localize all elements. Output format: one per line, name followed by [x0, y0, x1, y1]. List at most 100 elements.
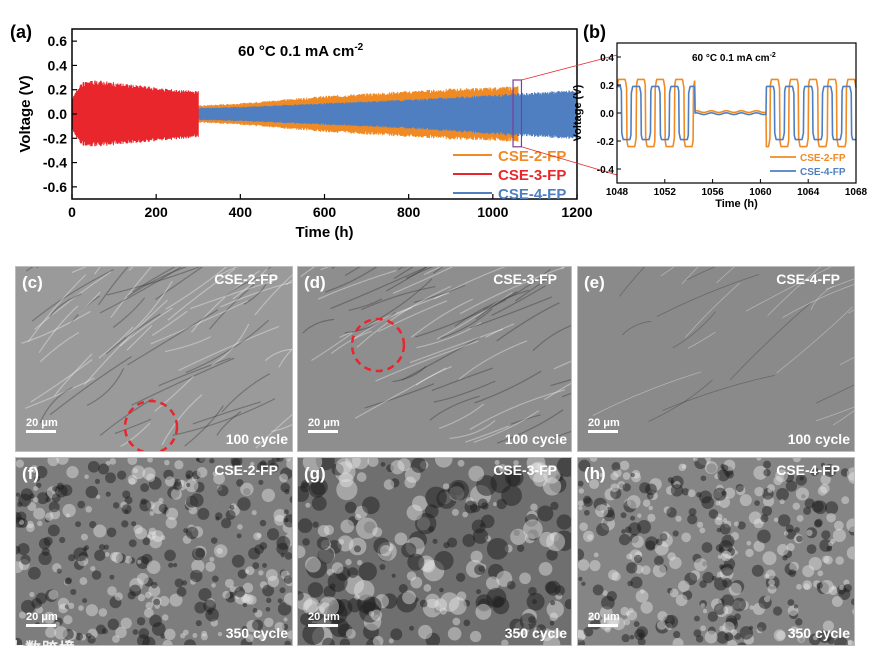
sem-grain [142, 467, 156, 481]
sem-grain [414, 597, 419, 602]
sem-ridge [782, 283, 854, 318]
sem-ridge [127, 309, 219, 366]
sem-ridge [474, 370, 542, 404]
sem-grain [549, 620, 555, 626]
sem-grain [163, 469, 174, 481]
sem-ridge [364, 383, 435, 409]
series-cse-4-fp [617, 85, 856, 141]
sem-grain [344, 574, 365, 595]
sem-grain [735, 483, 744, 493]
sem-grain [666, 507, 677, 518]
sem-grain [635, 589, 649, 603]
sem-ridge [27, 274, 87, 343]
sem-grain [806, 527, 818, 539]
sem-grain [789, 610, 799, 620]
sem-grain [641, 565, 651, 575]
sem-grain [87, 460, 100, 473]
sem-grain [94, 549, 106, 562]
sem-background [298, 267, 571, 451]
sem-ridge [300, 267, 316, 278]
sem-grain [80, 533, 88, 541]
sem-grain [833, 520, 844, 531]
sem-grain [457, 459, 465, 467]
sem-ridge [220, 281, 292, 308]
sem-grain [702, 608, 708, 614]
sem-grain [544, 581, 557, 594]
sem-grain [412, 495, 428, 512]
sem-ridge [49, 356, 133, 416]
sem-ridge [459, 267, 565, 315]
sem-grain [201, 630, 208, 637]
sem-grain [222, 590, 231, 599]
sem-grain [226, 592, 234, 599]
sem-grain [85, 485, 98, 499]
sem-grain [379, 564, 386, 571]
sem-grain [775, 469, 788, 483]
sem-grain [717, 554, 722, 559]
sem-grain [148, 527, 157, 536]
sem-ridge [178, 325, 280, 372]
sem-grain [687, 514, 698, 525]
x-tick-label: 400 [229, 204, 253, 220]
sem-grain [174, 578, 184, 588]
sem-grain [281, 623, 289, 631]
sem-grain [748, 511, 762, 525]
sem-grain [848, 526, 854, 536]
sem-grain [66, 466, 79, 479]
sem-grain [185, 496, 198, 508]
sem-grain [657, 610, 668, 622]
sem-grain [35, 482, 42, 488]
sem-grain [276, 542, 289, 555]
sem-grain [746, 540, 752, 546]
sem-grain [258, 479, 264, 485]
sem-grain [64, 604, 70, 609]
sem-grain [165, 517, 177, 529]
sem-ridge [192, 401, 261, 425]
sem-grain [639, 482, 651, 494]
sem-ridge [656, 273, 760, 317]
sem-grain [718, 540, 733, 554]
zoom-box [512, 79, 523, 148]
sem-grain [678, 463, 686, 472]
sem-grain [448, 597, 467, 615]
sem-grain [831, 595, 843, 607]
sem-grain [98, 544, 106, 551]
sem-grain [85, 604, 98, 617]
sem-grain [406, 504, 423, 521]
sample-label: CSE-3-FP [493, 271, 557, 287]
sem-grain [105, 472, 116, 484]
chart-title: 60 °C 0.1 mA cm-2 [238, 42, 364, 60]
sem-grain [146, 473, 155, 483]
sem-grain [715, 500, 721, 506]
sem-grain [266, 597, 272, 604]
sem-grain [749, 605, 754, 610]
sem-grain [549, 612, 559, 621]
sem-ridge [150, 300, 249, 345]
sem-grain [704, 461, 718, 474]
sem-grain [501, 639, 509, 645]
sem-grain [551, 629, 561, 639]
sem-grain [589, 479, 600, 490]
sem-grain [821, 530, 831, 540]
sem-ridge [687, 331, 716, 349]
sem-grain [751, 564, 764, 577]
sem-ridge [271, 424, 292, 432]
sem-grain [434, 598, 448, 612]
sem-grain [73, 547, 88, 562]
chart-title: 60 °C 0.1 mA cm-2 [692, 52, 776, 64]
sem-grain [368, 610, 375, 617]
sem-grain [695, 635, 704, 643]
sem-grain [714, 517, 723, 526]
sem-grain [693, 615, 700, 622]
sem-grain [215, 512, 223, 520]
sem-ridge [550, 430, 571, 440]
sem-ridge [119, 307, 173, 347]
sem-grain [283, 592, 292, 606]
sem-grain [776, 630, 786, 640]
sem-grain [302, 538, 310, 546]
sem-grain [776, 487, 789, 501]
sem-background [16, 267, 292, 451]
sem-grain [519, 613, 537, 630]
sem-grain [38, 551, 52, 566]
sem-grain [439, 592, 460, 612]
